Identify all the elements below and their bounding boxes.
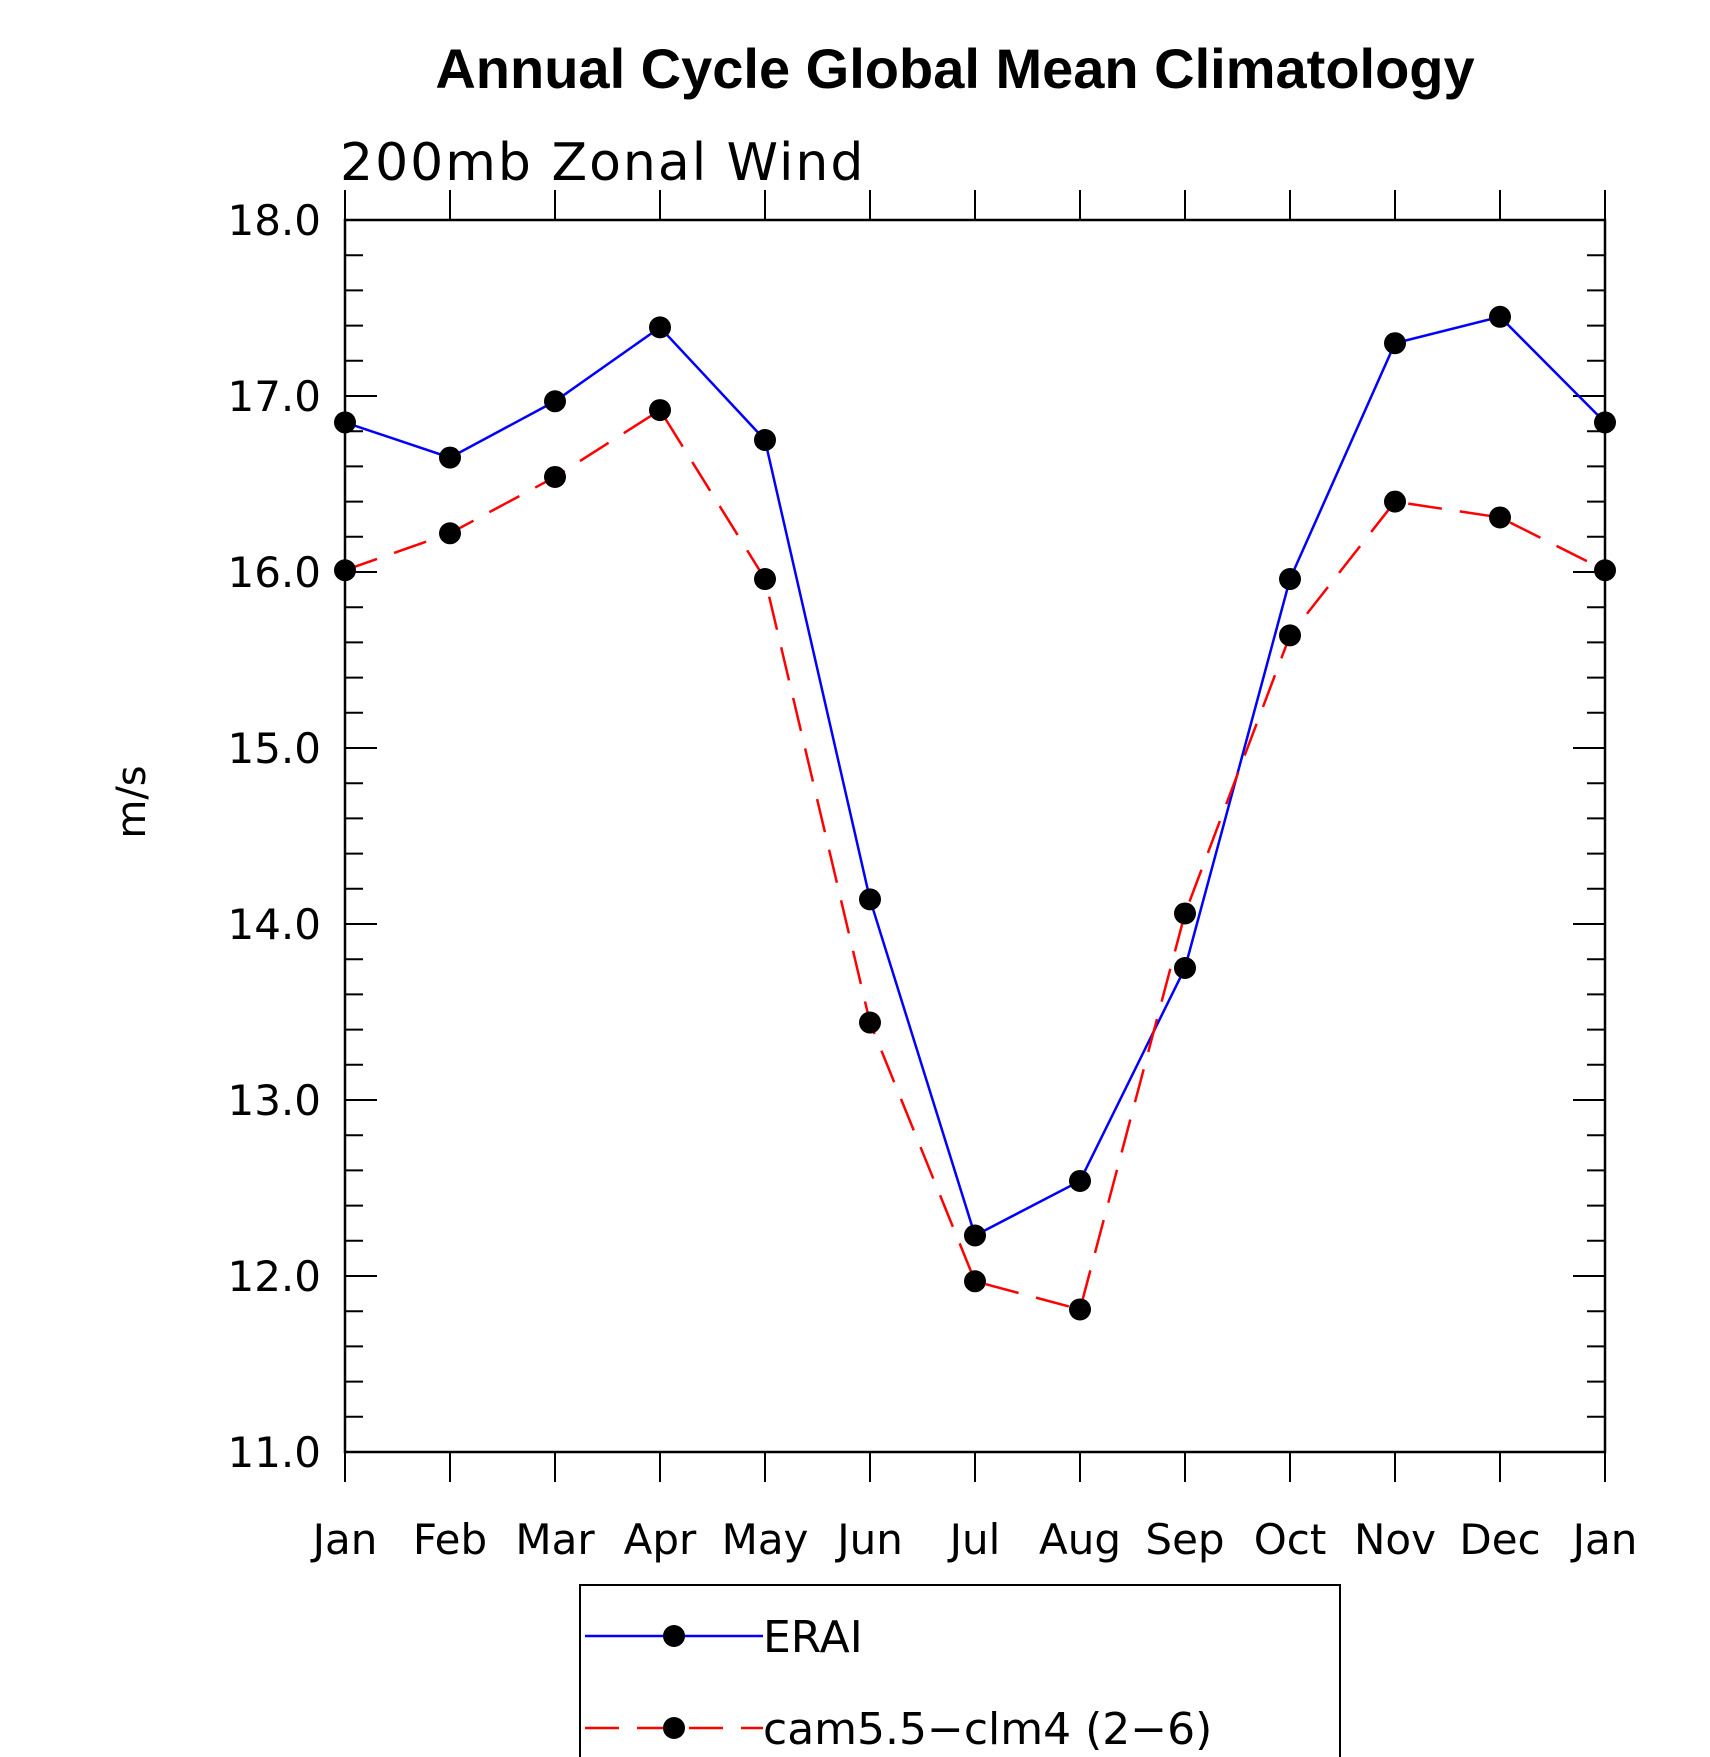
data-point xyxy=(1069,1298,1091,1321)
x-tick-label: Nov xyxy=(1354,1515,1436,1564)
y-tick-label: 16.0 xyxy=(227,548,321,597)
data-point xyxy=(859,1011,881,1034)
data-point xyxy=(859,888,881,911)
x-tick-label: Feb xyxy=(413,1515,487,1564)
x-axis-ticks: Jan Feb Mar Apr May Jun Jul Aug Sep Oct Nov Dec Jan xyxy=(310,190,1638,1564)
data-point xyxy=(439,446,461,469)
x-tick-label: Sep xyxy=(1145,1515,1224,1564)
chart-subtitle: 200mb Zonal Wind xyxy=(340,133,865,193)
data-point xyxy=(544,390,566,413)
data-point xyxy=(1279,624,1301,647)
data-point xyxy=(439,522,461,545)
data-point xyxy=(1279,568,1301,591)
x-tick-label: Dec xyxy=(1459,1515,1540,1564)
y-tick-label: 14.0 xyxy=(227,900,321,949)
x-tick-label: Apr xyxy=(624,1515,697,1564)
data-point xyxy=(649,399,671,422)
data-point xyxy=(649,316,671,339)
x-tick-label: Jan xyxy=(310,1515,378,1564)
data-point xyxy=(1174,902,1196,925)
data-point xyxy=(1594,411,1616,434)
legend-box xyxy=(579,1584,1341,1757)
legend-label-erai: ERAI xyxy=(763,1612,863,1663)
x-tick-label: May xyxy=(722,1515,809,1564)
series-0 xyxy=(334,305,1616,1247)
data-point xyxy=(544,465,566,488)
data-point xyxy=(964,1224,986,1247)
legend-label-cam: cam5.5−clm4 (2−6) xyxy=(763,1704,1212,1755)
plot-frame xyxy=(343,218,1607,1454)
x-tick-label: Jul xyxy=(947,1515,1001,1564)
series-1 xyxy=(334,399,1616,1321)
data-point xyxy=(334,559,356,582)
x-tick-label: Jan xyxy=(1570,1515,1638,1564)
x-tick-label: Oct xyxy=(1254,1515,1327,1564)
y-tick-label: 15.0 xyxy=(227,724,321,773)
data-point xyxy=(1174,957,1196,979)
chart-title: Annual Cycle Global Mean Climatology xyxy=(435,37,1474,100)
y-tick-label: 13.0 xyxy=(227,1076,321,1125)
data-point xyxy=(334,411,356,434)
series-line xyxy=(344,408,1606,1311)
y-tick-label: 11.0 xyxy=(227,1428,321,1477)
data-point xyxy=(754,568,776,591)
legend-marker-cam xyxy=(663,1717,685,1739)
data-point xyxy=(1384,490,1406,513)
y-tick-label: 12.0 xyxy=(227,1252,321,1301)
data-point xyxy=(964,1270,986,1293)
data-point xyxy=(754,429,776,451)
data-point xyxy=(1489,506,1511,529)
data-point xyxy=(1594,559,1616,582)
y-axis-ticks: 11.0 12.0 13.0 14.0 15.0 16.0 17.0 18.0 xyxy=(227,196,1605,1477)
data-point xyxy=(1384,332,1406,355)
data-point xyxy=(1489,305,1511,328)
y-tick-label: 17.0 xyxy=(227,372,321,421)
plot-border xyxy=(343,218,1607,1454)
y-tick-label: 18.0 xyxy=(227,196,321,245)
legend: ERAI cam5.5−clm4 (2−6) xyxy=(579,1584,1341,1757)
x-tick-label: Mar xyxy=(515,1515,595,1564)
x-tick-label: Jun xyxy=(834,1515,903,1564)
legend-marker-erai xyxy=(663,1625,685,1647)
x-tick-label: Aug xyxy=(1039,1515,1121,1564)
data-point xyxy=(1069,1169,1091,1192)
y-axis-label: m/s xyxy=(109,765,155,838)
series-line xyxy=(344,315,1606,1238)
series-layer xyxy=(334,305,1616,1321)
